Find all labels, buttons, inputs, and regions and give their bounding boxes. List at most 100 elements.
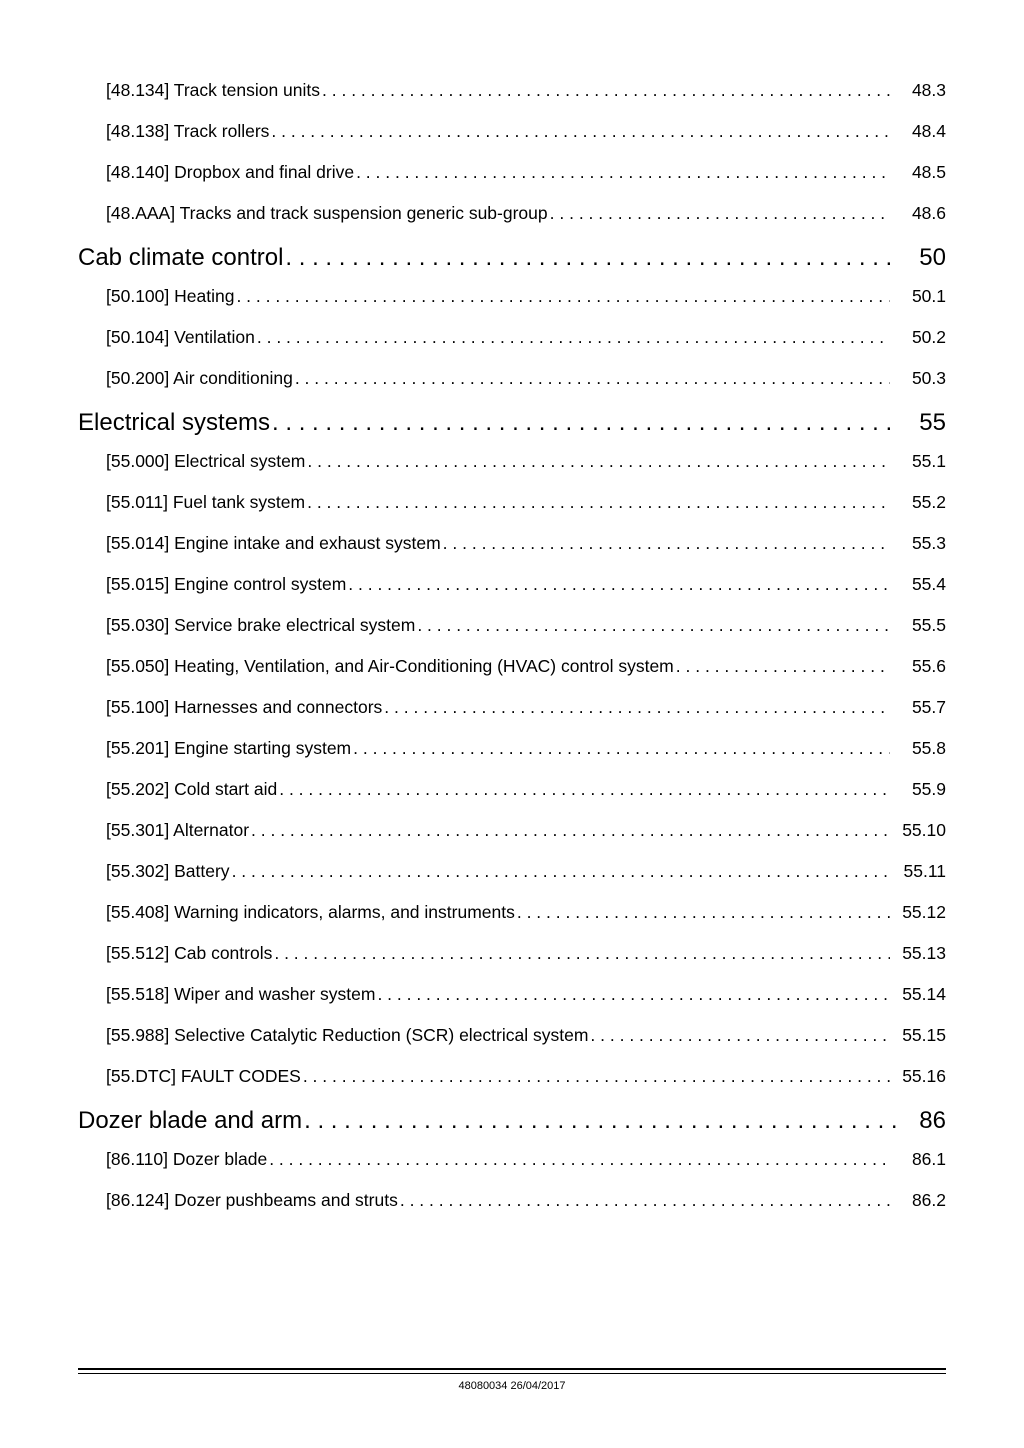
toc-page: 55.10 — [892, 820, 946, 841]
toc-leader — [251, 820, 890, 841]
toc-item: [55.518] Wiper and washer system 55.14 — [106, 984, 946, 1005]
toc-page: 55.4 — [892, 574, 946, 595]
footer-rule — [78, 1368, 946, 1370]
toc-page: 50.3 — [892, 368, 946, 389]
toc-label: [55.518] Wiper and washer system — [106, 984, 375, 1005]
toc-page: 55.3 — [892, 533, 946, 554]
toc-item: [55.DTC] FAULT CODES 55.16 — [106, 1066, 946, 1087]
page-footer: 48080034 26/04/2017 — [78, 1368, 946, 1392]
toc-page: 55.14 — [892, 984, 946, 1005]
toc-item: [48.134] Track tension units48.3 — [106, 80, 946, 101]
toc-label: [55.408] Warning indicators, alarms, and… — [106, 902, 515, 923]
toc-page: 55.16 — [892, 1066, 946, 1087]
toc-leader — [307, 451, 890, 472]
toc-leader — [279, 779, 890, 800]
toc-label: [48.134] Track tension units — [106, 80, 320, 101]
toc-leader — [307, 492, 890, 513]
toc-item: [48.140] Dropbox and final drive48.5 — [106, 162, 946, 183]
toc-leader — [377, 984, 890, 1005]
toc-page: 55.15 — [892, 1025, 946, 1046]
toc-page: 55.13 — [892, 943, 946, 964]
toc-leader — [236, 286, 890, 307]
toc-leader — [274, 943, 890, 964]
toc-label: [55.100] Harnesses and connectors — [106, 697, 382, 718]
toc-label: [55.011] Fuel tank system — [106, 492, 305, 513]
toc-label: [55.030] Service brake electrical system — [106, 615, 415, 636]
toc-label: [55.201] Engine starting system — [106, 738, 351, 759]
toc-label: [55.988] Selective Catalytic Reduction (… — [106, 1025, 588, 1046]
footer-text: 48080034 26/04/2017 — [78, 1380, 946, 1392]
toc-leader — [271, 121, 890, 142]
toc-item: [50.104] Ventilation50.2 — [106, 327, 946, 348]
toc-label: [86.124] Dozer pushbeams and struts — [106, 1190, 398, 1211]
toc-item: [55.202] Cold start aid55.9 — [106, 779, 946, 800]
toc-item: [50.100] Heating50.1 — [106, 286, 946, 307]
toc-label: [55.301] Alternator — [106, 820, 249, 841]
toc-page: 50 — [902, 244, 946, 272]
toc-label: [48.138] Track rollers — [106, 121, 269, 142]
toc-leader — [353, 738, 890, 759]
toc-item: [55.011] Fuel tank system 55.2 — [106, 492, 946, 513]
toc-label: [48.AAA] Tracks and track suspension gen… — [106, 203, 548, 224]
toc-leader — [550, 203, 890, 224]
toc-item: [55.030] Service brake electrical system… — [106, 615, 946, 636]
toc-section: Electrical systems 55 — [78, 409, 946, 437]
toc-page: 55.1 — [892, 451, 946, 472]
toc-item: [55.000] Electrical system 55.1 — [106, 451, 946, 472]
toc-item: [55.201] Engine starting system 55.8 — [106, 738, 946, 759]
toc-item: [86.124] Dozer pushbeams and struts 86.2 — [106, 1190, 946, 1211]
toc-leader — [348, 574, 890, 595]
toc-label: [55.015] Engine control system — [106, 574, 346, 595]
toc-item: [48.AAA] Tracks and track suspension gen… — [106, 203, 946, 224]
toc-leader — [232, 861, 890, 882]
toc-item: [55.301] Alternator 55.10 — [106, 820, 946, 841]
toc-page: 86.2 — [892, 1190, 946, 1211]
toc-leader — [590, 1025, 890, 1046]
toc-page: 48.6 — [892, 203, 946, 224]
toc-leader — [272, 409, 900, 437]
toc-leader — [322, 80, 890, 101]
toc-page: 48.5 — [892, 162, 946, 183]
toc-page: 86 — [902, 1107, 946, 1135]
toc-label: Electrical systems — [78, 409, 270, 437]
toc-page: 55.2 — [892, 492, 946, 513]
toc-leader — [303, 1066, 890, 1087]
toc-leader — [443, 533, 890, 554]
toc-label: Dozer blade and arm — [78, 1107, 302, 1135]
toc-item: [55.015] Engine control system 55.4 — [106, 574, 946, 595]
toc-leader — [676, 656, 890, 677]
toc-page: 55.9 — [892, 779, 946, 800]
toc-label: [50.100] Heating — [106, 286, 234, 307]
toc-leader — [356, 162, 890, 183]
toc-leader — [417, 615, 890, 636]
toc-leader — [269, 1149, 890, 1170]
toc-item: [48.138] Track rollers 48.4 — [106, 121, 946, 142]
toc-label: [50.200] Air conditioning — [106, 368, 293, 389]
toc-page: 55.12 — [892, 902, 946, 923]
toc-item: [55.408] Warning indicators, alarms, and… — [106, 902, 946, 923]
toc-page: 48.4 — [892, 121, 946, 142]
toc-page: 55.5 — [892, 615, 946, 636]
toc-section: Cab climate control 50 — [78, 244, 946, 272]
toc-label: [55.000] Electrical system — [106, 451, 305, 472]
toc-page: 50.2 — [892, 327, 946, 348]
toc-section: Dozer blade and arm 86 — [78, 1107, 946, 1135]
toc-leader — [285, 244, 900, 272]
toc-page: 55.6 — [892, 656, 946, 677]
toc-leader — [295, 368, 890, 389]
toc-label: [55.014] Engine intake and exhaust syste… — [106, 533, 441, 554]
toc-page: 55.7 — [892, 697, 946, 718]
toc-label: [55.DTC] FAULT CODES — [106, 1066, 301, 1087]
toc-item: [86.110] Dozer blade86.1 — [106, 1149, 946, 1170]
toc-page: 55 — [902, 409, 946, 437]
toc-item: [50.200] Air conditioning 50.3 — [106, 368, 946, 389]
toc-leader — [257, 327, 890, 348]
toc-label: [55.302] Battery — [106, 861, 230, 882]
toc-label: [55.050] Heating, Ventilation, and Air-C… — [106, 656, 674, 677]
toc-label: Cab climate control — [78, 244, 283, 272]
toc-page: 86.1 — [892, 1149, 946, 1170]
toc-page: 55.11 — [892, 861, 946, 882]
toc-item: [55.512] Cab controls55.13 — [106, 943, 946, 964]
toc-leader — [384, 697, 890, 718]
toc-page: 55.8 — [892, 738, 946, 759]
